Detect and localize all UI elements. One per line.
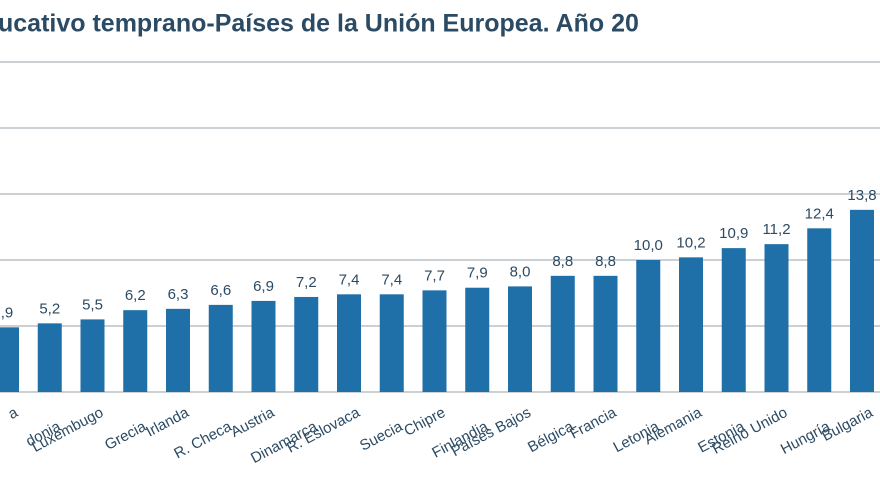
bar <box>721 248 746 392</box>
bar <box>166 308 190 392</box>
value-label: 7,2 <box>296 274 317 291</box>
value-label: 7,7 <box>424 267 445 284</box>
x-tick-label: Francia <box>567 404 620 443</box>
bar <box>422 290 447 392</box>
value-label: 12,4 <box>805 205 834 222</box>
value-label: 8,8 <box>552 253 573 270</box>
value-label: 8,8 <box>595 253 616 270</box>
value-label: 10,0 <box>634 237 663 254</box>
value-label: 8,0 <box>510 263 531 280</box>
bar <box>593 275 618 392</box>
x-tick-label: Chipre <box>401 404 448 440</box>
bar <box>550 275 575 392</box>
bar <box>80 319 105 392</box>
value-label: 10,2 <box>676 234 705 251</box>
bar <box>379 294 404 392</box>
x-tick-label: Bulgaria <box>819 404 876 445</box>
x-tick-label: Austria <box>228 404 278 441</box>
value-label: 6,9 <box>253 278 274 295</box>
bar <box>294 296 319 392</box>
value-label: 5,2 <box>39 300 60 317</box>
chart-title: ucativo temprano-Países de la Unión Euro… <box>0 10 639 38</box>
bar <box>123 310 148 392</box>
bar <box>636 260 661 392</box>
value-label: 7,4 <box>339 271 360 288</box>
bar <box>679 257 703 392</box>
value-label: 11,2 <box>762 221 790 238</box>
bar <box>508 286 532 392</box>
bar <box>465 287 490 392</box>
x-tick-label: a <box>5 404 21 423</box>
value-label: 10,9 <box>719 225 748 242</box>
x-tick-label: Grecia <box>102 418 150 454</box>
value-label: 6,2 <box>125 287 146 304</box>
bar <box>37 323 62 392</box>
value-label: 7,4 <box>381 271 402 288</box>
bar <box>251 300 276 392</box>
bar <box>0 327 19 392</box>
value-label: ,9 <box>1 304 14 321</box>
value-label: 6,6 <box>210 282 231 299</box>
value-label: 5,5 <box>82 296 103 313</box>
value-label: 6,3 <box>168 286 189 303</box>
x-tick-label: Irlanda <box>143 404 192 441</box>
x-tick-label: Bélgica <box>525 418 577 456</box>
x-tick-label: Suecia <box>357 418 406 455</box>
bar <box>764 244 789 392</box>
bar <box>337 294 361 392</box>
value-label: 7,9 <box>467 265 488 282</box>
bar <box>850 209 874 392</box>
bar <box>208 304 233 392</box>
value-label: 13,8 <box>847 187 876 204</box>
bar <box>807 228 832 392</box>
